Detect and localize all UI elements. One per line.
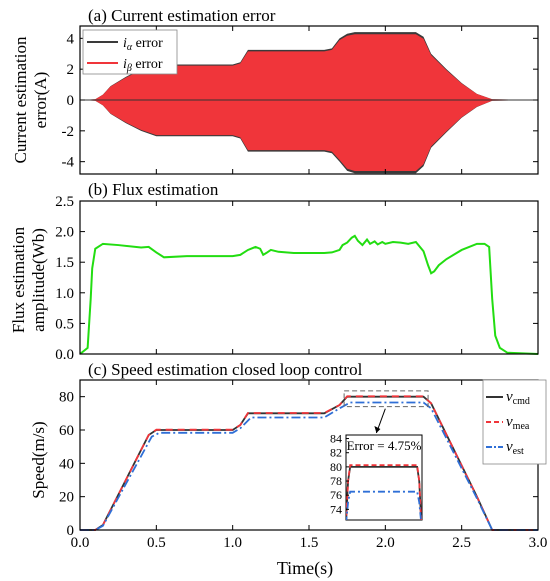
panel-c-x-tick-label: 3.0 — [529, 535, 548, 551]
legend-label-v-est: vest — [506, 439, 524, 457]
inset-v-mea-line — [346, 464, 422, 520]
panel-c-legend-box — [482, 379, 547, 465]
panel-a-y-tick-label: -2 — [62, 124, 75, 140]
panel-b-title: (b) Flux estimation — [88, 180, 219, 199]
zoom-region-box — [343, 390, 429, 408]
panel-b-frame — [79, 200, 539, 355]
inset-y-tick-label: 76 — [330, 488, 342, 502]
panel-b-y-tick-label: 0.5 — [55, 316, 74, 332]
panel-c-x-tick-label: 2.0 — [376, 535, 395, 551]
panel-b-plot-area: 0.0 0.5 1.0 1.5 2.0 2.5 — [55, 194, 539, 363]
panel-b-y-tick-label: 1.0 — [55, 286, 74, 302]
panel-b: (b) Flux estimation Flux estimation ampl… — [9, 180, 539, 363]
legend-label-i-alpha: iα error — [123, 36, 163, 53]
panel-c-plot-area: 0.0 0.5 1.0 1.5 2.0 2.5 3.0 0 20 40 60 80 — [59, 379, 548, 551]
legend-label-v-cmd: vcmd — [506, 389, 530, 407]
panel-c-x-tick-label: 2.5 — [452, 535, 471, 551]
panel-a-y-axis-label-line-1: Current estimation — [11, 36, 30, 164]
panel-c-y-tick-label: 20 — [59, 490, 74, 506]
panel-b-y-tick-label: 2.0 — [55, 225, 74, 241]
panel-b-y-tick-label: 0.0 — [55, 347, 74, 363]
inset-y-tick-label: 84 — [330, 432, 342, 446]
panel-c-x-tick-label: 1.5 — [300, 535, 319, 551]
panel-a-title: (a) Current estimation error — [88, 6, 276, 25]
inset-y-tick-label: 82 — [330, 446, 342, 460]
panel-a-y-tick-label: -4 — [62, 155, 75, 171]
panel-c-frame — [79, 379, 539, 531]
zoom-arrow-head — [374, 426, 381, 433]
inset-frame — [345, 434, 423, 521]
panel-a-y-tick-label: 0 — [67, 93, 75, 109]
inset-lines — [346, 464, 422, 520]
panel-b-y-tick-label: 2.5 — [55, 194, 74, 210]
inset-y-tick-label: 80 — [330, 460, 342, 474]
panel-c-y-tick-label: 0 — [67, 523, 75, 539]
panel-c-x-tick-label: 0.5 — [147, 535, 166, 551]
panel-c-y-tick-label: 80 — [59, 390, 74, 406]
flux-line — [79, 234, 539, 355]
panel-c-legend: vcmd vmea vest — [482, 379, 547, 465]
panel-b-y-axis-label-line-2: amplitude(Wb) — [29, 228, 48, 332]
panel-c-x-axis-label: Time(s) — [277, 558, 333, 579]
inset-v-est-line — [346, 490, 422, 520]
panel-a: (a) Current estimation error Current est… — [11, 6, 539, 175]
legend-label-i-beta: iβ error — [123, 57, 163, 74]
panel-a-plot-area: -4 -2 0 2 4 — [62, 25, 539, 175]
panel-c: (c) Speed estimation closed loop control… — [29, 360, 547, 579]
panel-b-y-axis-label-line-1: Flux estimation — [9, 226, 28, 333]
v-est-line — [80, 401, 538, 531]
panel-c-x-tick-label: 0.0 — [71, 535, 90, 551]
panel-a-y-tick-label: 2 — [67, 62, 75, 78]
v-mea-line — [80, 395, 538, 531]
panel-a-legend: iα error iβ error — [82, 29, 178, 75]
panel-c-title: (c) Speed estimation closed loop control — [88, 360, 363, 379]
inset-y-tick-label: 74 — [330, 502, 342, 516]
legend-label-v-mea: vmea — [506, 414, 530, 432]
panel-b-y-axis-label: Flux estimation amplitude(Wb) — [9, 226, 48, 333]
panel-a-y-tick-label: 4 — [67, 31, 75, 47]
panel-b-y-tick-label: 1.5 — [55, 255, 74, 271]
panel-c-x-tick-label: 1.0 — [223, 535, 242, 551]
panel-c-y-tick-label: 60 — [59, 423, 74, 439]
inset-error-annotation: Error = 4.75% — [347, 438, 422, 453]
inset-y-tick-label: 78 — [330, 474, 342, 488]
panel-a-legend-box — [82, 29, 178, 75]
panel-a-y-axis-label: Current estimation error(A) — [11, 36, 50, 164]
panel-a-y-axis-label-line-2: error(A) — [31, 72, 50, 129]
i-beta-error-band — [80, 34, 538, 172]
panel-c-y-tick-label: 40 — [59, 456, 74, 472]
panel-c-y-axis-label: Speed(m/s) — [29, 421, 48, 498]
